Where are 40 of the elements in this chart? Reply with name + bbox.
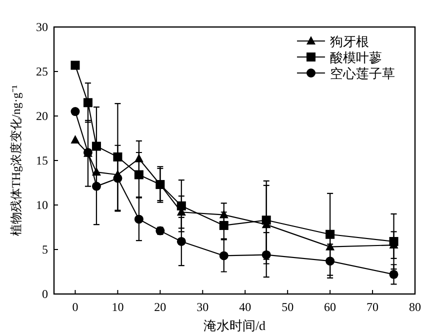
point — [70, 107, 80, 116]
legend-label: 狗牙根 — [330, 34, 369, 49]
y-tick-label: 0 — [42, 287, 48, 301]
point — [113, 174, 122, 183]
point — [262, 250, 271, 260]
y-axis-title: 植物残体THg浓度变化/ng·g⁻¹ — [9, 84, 23, 236]
point — [219, 251, 228, 260]
point — [389, 236, 398, 246]
point — [134, 214, 144, 224]
x-tick-label: 30 — [196, 300, 209, 314]
point — [176, 201, 186, 210]
point — [92, 142, 101, 151]
point — [219, 220, 228, 230]
y-tick-label: 10 — [36, 198, 48, 212]
x-tick-label: 0 — [72, 300, 78, 314]
x-tick-label: 50 — [282, 300, 294, 314]
point — [326, 256, 335, 266]
point — [83, 98, 92, 108]
point — [70, 60, 80, 70]
x-tick-label: 80 — [409, 300, 421, 314]
point — [262, 216, 271, 225]
point — [70, 135, 80, 144]
legend-label: 空心莲子草 — [330, 66, 395, 81]
y-tick-label: 20 — [36, 109, 48, 123]
y-tick-label: 30 — [36, 20, 48, 34]
x-tick-label: 10 — [112, 300, 124, 314]
y-tick-label: 15 — [36, 154, 48, 168]
y-tick-label: 25 — [36, 64, 48, 78]
point — [134, 170, 144, 180]
x-tick-label: 60 — [324, 300, 336, 314]
point — [92, 182, 101, 191]
x-axis-title: 淹水时间/d — [203, 318, 266, 333]
x-tick-label: 70 — [366, 300, 379, 314]
x-tick-label: 40 — [239, 300, 252, 314]
point — [176, 236, 186, 246]
point — [389, 270, 398, 279]
legend-label: 酸模叶蓼 — [330, 50, 382, 65]
point — [326, 230, 335, 239]
x-tick-label: 20 — [154, 300, 166, 314]
y-tick-label: 5 — [42, 242, 48, 256]
